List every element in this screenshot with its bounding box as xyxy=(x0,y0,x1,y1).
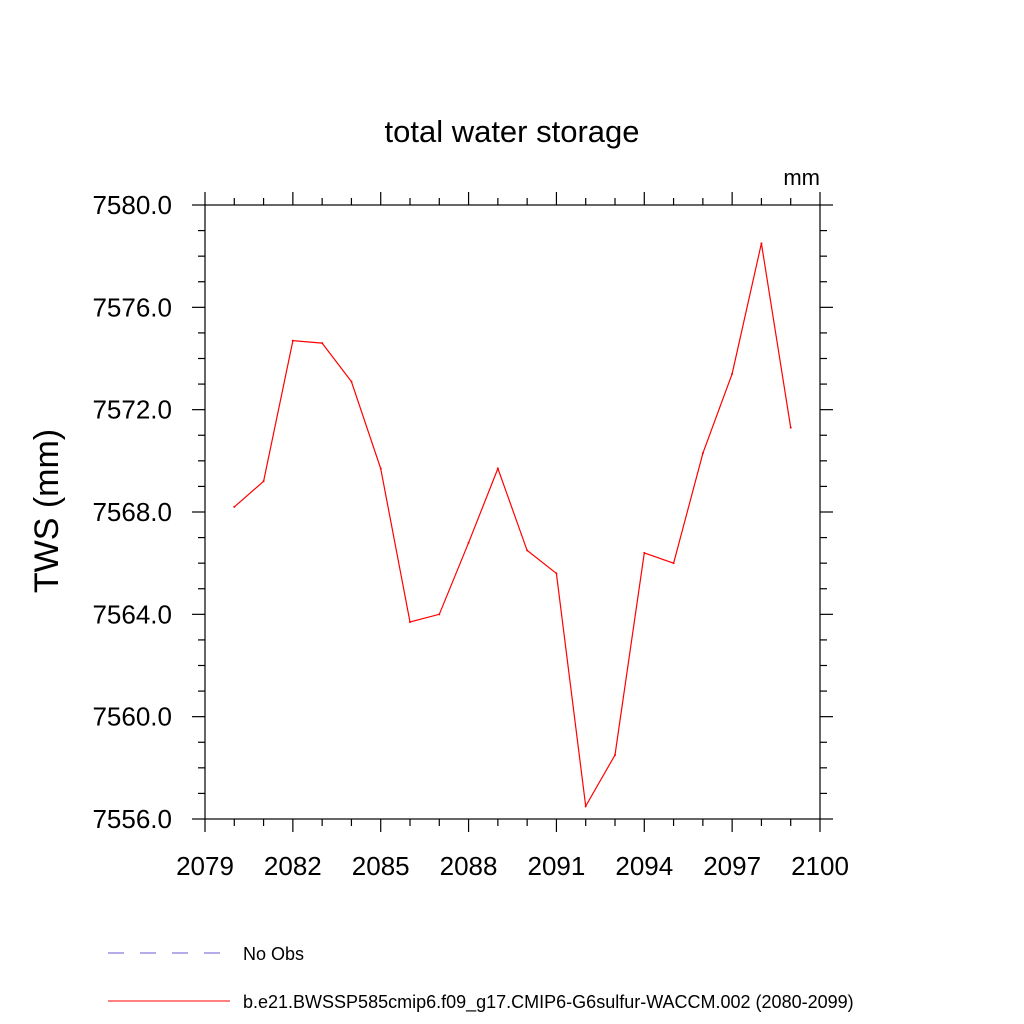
data-point xyxy=(262,480,265,483)
y-tick-label: 7580.0 xyxy=(92,190,172,220)
data-point xyxy=(643,551,646,554)
axis-tick-labels: 2079 2082 2085 2088 2091 2094 2097 2100 7556.0 75… xyxy=(92,190,848,881)
data-point xyxy=(584,805,587,808)
data-point xyxy=(614,754,616,757)
data-point xyxy=(789,426,792,429)
legend-label: b.e21.BWSSP585cmip6.f09_g17.CMIP6-G6sulf… xyxy=(243,992,854,1013)
plot-frame xyxy=(204,204,821,820)
legend-label: No Obs xyxy=(243,944,304,964)
y-tick-label: 7564.0 xyxy=(92,599,172,629)
chart-title: total water storage xyxy=(384,114,639,149)
x-tick-label: 2082 xyxy=(264,851,322,881)
axis-ticks xyxy=(192,192,833,832)
x-tick-label: 2097 xyxy=(703,851,761,881)
data-point xyxy=(467,541,470,544)
legend: No Obs b.e21.BWSSP585cmip6.f09_g17.CMIP6-… xyxy=(108,944,854,1013)
series-layer xyxy=(233,242,792,809)
series-line xyxy=(233,243,792,809)
data-point xyxy=(701,452,704,455)
data-point xyxy=(321,342,324,345)
data-point xyxy=(760,242,763,245)
data-point xyxy=(731,372,734,375)
data-point xyxy=(672,562,675,565)
data-point xyxy=(526,549,529,552)
data-point xyxy=(379,467,382,470)
x-tick-label: 2091 xyxy=(528,851,586,881)
data-point xyxy=(350,380,353,383)
y-tick-label: 7560.0 xyxy=(92,702,172,732)
data-point xyxy=(291,339,294,342)
units-label: mm xyxy=(783,165,820,190)
data-point xyxy=(438,613,441,616)
data-point xyxy=(496,467,499,470)
x-tick-label: 2079 xyxy=(176,851,234,881)
y-tick-label: 7572.0 xyxy=(92,395,172,425)
x-tick-label: 2094 xyxy=(615,851,673,881)
y-tick-label: 7568.0 xyxy=(92,497,172,527)
y-tick-label: 7556.0 xyxy=(92,804,172,834)
x-tick-label: 2088 xyxy=(440,851,498,881)
x-tick-label: 2100 xyxy=(791,851,849,881)
data-point xyxy=(555,572,558,575)
y-tick-label: 7576.0 xyxy=(92,292,172,322)
data-point xyxy=(233,505,236,508)
x-tick-label: 2085 xyxy=(352,851,410,881)
data-point xyxy=(409,621,411,624)
y-axis-label: TWS (mm) xyxy=(28,429,66,593)
